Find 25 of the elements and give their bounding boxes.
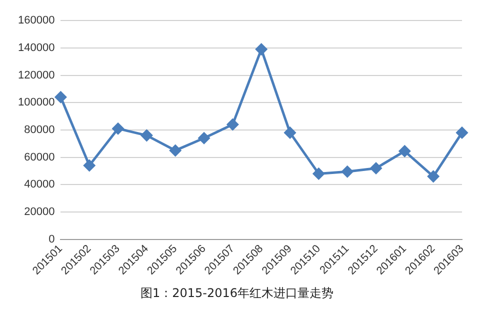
y-tick-label: 40000 (24, 178, 55, 191)
point (370, 162, 382, 174)
y-tick-label: 60000 (24, 151, 55, 164)
y-tick-label: 80000 (24, 124, 55, 136)
y-tick-label: 0 (48, 233, 55, 246)
point (170, 144, 182, 156)
point (84, 160, 96, 172)
point (428, 170, 440, 182)
y-tick-label: 140000 (18, 42, 55, 54)
y-tick-label: 100000 (18, 96, 55, 109)
point (342, 166, 354, 178)
point (398, 145, 410, 157)
point (226, 118, 238, 130)
point (456, 126, 468, 138)
y-tick-label: 20000 (24, 206, 55, 218)
y-tick-label: 160000 (18, 14, 55, 27)
point (256, 44, 268, 56)
point (198, 132, 210, 144)
text: 图1：2015-2016年红木进口量走势 (140, 286, 334, 300)
point (312, 168, 324, 180)
point (54, 91, 66, 103)
y-tick-label: 120000 (18, 69, 55, 82)
point (112, 122, 124, 134)
point (140, 130, 152, 142)
point (284, 126, 296, 138)
